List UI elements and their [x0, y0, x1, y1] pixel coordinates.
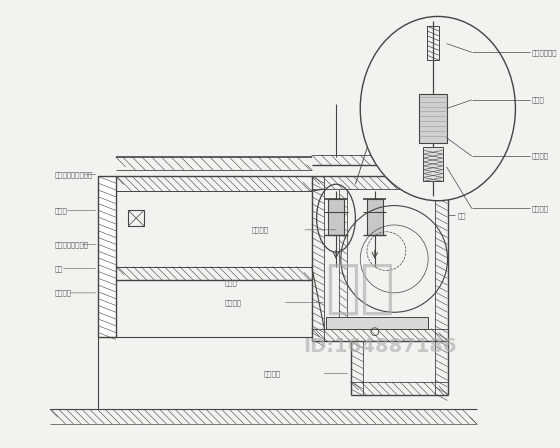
Text: 减振件: 减振件: [532, 97, 545, 103]
Text: 知末: 知末: [325, 259, 395, 317]
Bar: [328, 199, 344, 235]
Bar: [326, 317, 428, 329]
Text: 弹簧减振: 弹簧减振: [532, 153, 549, 159]
Bar: [419, 94, 446, 142]
Text: 冷凝水盘: 冷凝水盘: [225, 299, 241, 306]
Bar: [427, 26, 439, 60]
Text: 软接头: 软接头: [225, 280, 237, 286]
Text: 定位管: 定位管: [55, 207, 68, 214]
Bar: [423, 147, 443, 181]
Bar: [99, 177, 116, 336]
Text: 米封: 米封: [55, 265, 63, 272]
Text: 悬吊固定螺栋: 悬吊固定螺栋: [532, 49, 557, 56]
Text: ID:164887186: ID:164887186: [303, 337, 456, 356]
Bar: [128, 211, 144, 226]
Text: 弹簧吨杆: 弹簧吨杆: [532, 205, 549, 212]
Text: 停水返封: 停水返封: [263, 370, 280, 377]
Ellipse shape: [360, 17, 515, 201]
Bar: [367, 199, 382, 235]
Text: 光氢离子空气消毒器: 光氢离子空气消毒器: [55, 171, 93, 178]
Text: 胶板: 胶板: [457, 212, 466, 219]
Text: 多叶双层回风格栅: 多叶双层回风格栅: [55, 241, 88, 248]
Text: 弹弹闸板: 弹弹闸板: [251, 227, 269, 233]
Text: 带状密封: 带状密封: [55, 289, 72, 296]
